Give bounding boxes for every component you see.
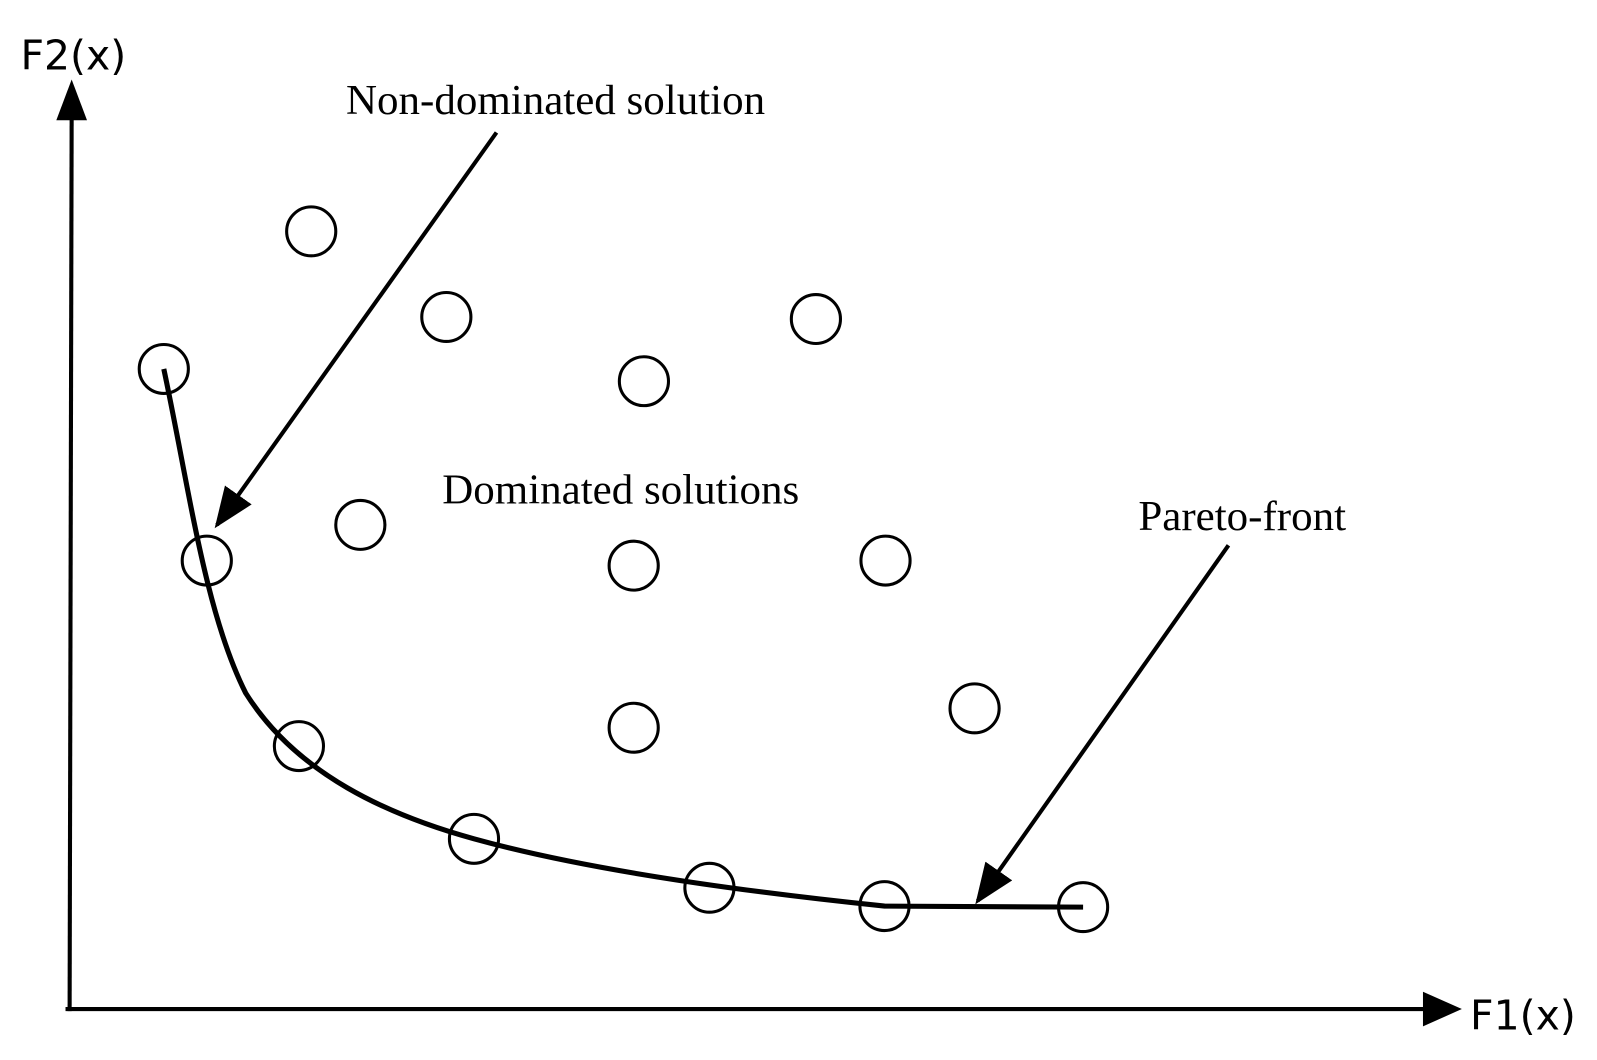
annotation-arrow — [214, 131, 499, 529]
solution — [137, 342, 190, 395]
solution — [607, 701, 660, 754]
annotation: Non-dominated solution — [346, 77, 765, 124]
solution — [789, 293, 843, 346]
solution — [420, 290, 473, 343]
x-axis-label: F1(x) — [1470, 992, 1576, 1040]
y-axis-label: F2(x) — [20, 31, 126, 79]
solution — [180, 534, 233, 587]
front-solutions — [137, 342, 1110, 934]
solution — [1056, 881, 1110, 934]
solution — [683, 861, 736, 914]
y-axis — [67, 112, 74, 1012]
solution — [285, 205, 338, 258]
solution — [607, 539, 660, 592]
solution — [858, 880, 911, 933]
solution — [948, 682, 1001, 735]
dominated-solutions — [285, 205, 1001, 754]
x-axis-arrow — [1422, 991, 1462, 1027]
solution — [334, 498, 387, 551]
annotation: Dominated solutions — [442, 467, 799, 514]
annotation-arrow — [975, 544, 1231, 905]
solution — [617, 355, 671, 408]
annotation: Pareto-front — [1138, 493, 1346, 540]
solution — [447, 812, 501, 865]
solution — [859, 534, 912, 587]
solution — [272, 720, 326, 773]
pareto-curve — [161, 368, 1084, 910]
y-axis-arrow — [56, 79, 88, 121]
